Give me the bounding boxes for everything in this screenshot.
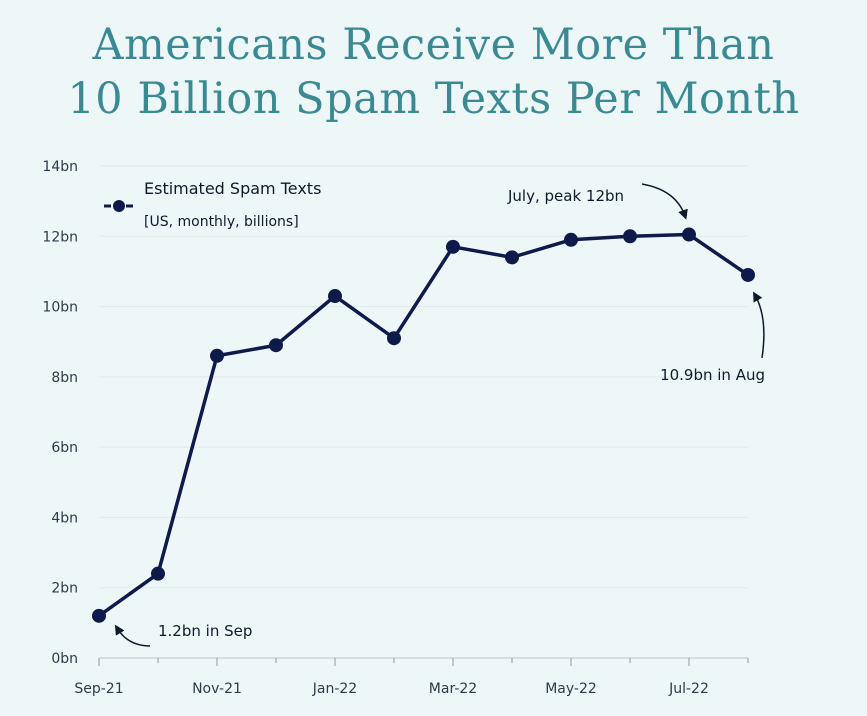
series-estimated-spam-texts: [92, 227, 755, 623]
y-axis: 0bn 2bn 4bn 6bn 8bn 10bn 12bn 14bn: [42, 159, 78, 667]
data-point: [623, 229, 637, 244]
data-point: [505, 250, 519, 265]
annotation-sep-arrow: [114, 624, 151, 647]
data-point: [92, 608, 106, 623]
x-tick-label: Mar-22: [429, 681, 477, 697]
x-axis: Sep-21 Nov-21 Jan-22 Mar-22 May-22 Jul-22: [74, 657, 749, 697]
data-point: [269, 338, 283, 353]
x-tick-label: Jul-22: [668, 681, 709, 697]
x-tick-label: May-22: [545, 681, 597, 697]
data-point: [387, 331, 401, 346]
y-tick-label: 10bn: [42, 300, 78, 316]
x-tick-label: Nov-21: [192, 681, 242, 697]
x-tick-label: Jan-22: [312, 681, 357, 697]
y-tick-label: 14bn: [42, 159, 78, 175]
data-point: [328, 289, 342, 304]
data-point: [741, 267, 755, 282]
annotation-aug: 10.9bn in Aug: [660, 366, 765, 384]
chart-title-line-1: Americans Receive More Than: [92, 20, 775, 70]
legend-marker: [113, 200, 125, 212]
legend: Estimated Spam Texts [US, monthly, billi…: [104, 179, 321, 230]
data-point: [210, 348, 224, 363]
x-tick-label: Sep-21: [74, 681, 123, 697]
y-tick-label: 12bn: [42, 229, 78, 245]
data-point: [682, 227, 696, 242]
series-line: [97, 232, 749, 618]
legend-title: Estimated Spam Texts: [144, 179, 321, 198]
chart-title: Americans Receive More Than 10 Billion S…: [0, 18, 867, 126]
data-point: [446, 239, 460, 254]
y-tick-label: 0bn: [51, 651, 78, 667]
annotation-peak: July, peak 12bn: [507, 187, 624, 205]
y-tick-label: 4bn: [51, 510, 78, 526]
legend-subtitle: [US, monthly, billions]: [144, 214, 299, 230]
annotations: July, peak 12bn 10.9bn in Aug 1.2bn in S…: [114, 183, 765, 647]
y-tick-label: 6bn: [51, 440, 78, 456]
y-tick-label: 8bn: [51, 370, 78, 386]
data-point: [151, 566, 165, 581]
annotation-peak-arrow: [641, 183, 688, 220]
chart-title-line-2: 10 Billion Spam Texts Per Month: [67, 74, 800, 124]
annotation-aug-arrow: [753, 291, 765, 359]
annotation-sep: 1.2bn in Sep: [158, 622, 252, 640]
data-point: [564, 232, 578, 247]
y-tick-label: 2bn: [51, 581, 78, 597]
